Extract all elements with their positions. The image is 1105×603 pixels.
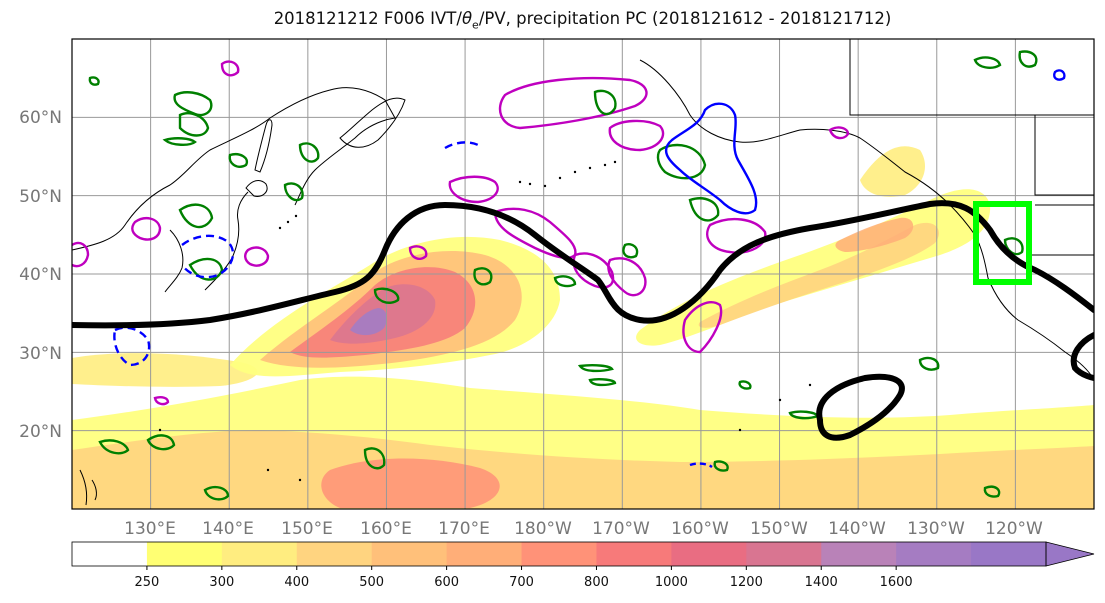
graticule xyxy=(72,39,1094,509)
colorbar-segment xyxy=(521,542,597,566)
colorbar-tick-label: 250 xyxy=(135,575,160,590)
lon-label: 150°W xyxy=(750,519,808,539)
colorbar-segment xyxy=(971,542,1047,566)
coast-hokkaido xyxy=(245,180,268,197)
lat-label: 60°N xyxy=(19,108,62,128)
colorbar-tick-label: 1200 xyxy=(730,575,763,590)
coast-asia-mainland xyxy=(72,87,396,251)
colorbar-tick-label: 700 xyxy=(509,575,534,590)
latitude-labels: 60°N 50°N 40°N 30°N 20°N xyxy=(19,108,62,442)
colorbar-segment xyxy=(371,542,448,566)
colorbar-segment xyxy=(596,542,672,566)
colorbar-segment xyxy=(296,542,373,566)
colorbar-tick-label: 500 xyxy=(359,575,384,590)
coast-korea xyxy=(164,229,184,293)
colorbar-frame xyxy=(71,541,1047,567)
lat-label: 20°N xyxy=(19,422,62,442)
island-dots xyxy=(158,160,812,482)
colorbar-tick-label: 1000 xyxy=(655,575,688,590)
ivt-ar-core xyxy=(350,308,387,336)
ivt-subtropical-strip xyxy=(72,353,258,387)
lon-label: 120°W xyxy=(985,519,1043,539)
lon-label: 160°W xyxy=(671,519,729,539)
colorbar-tick-label: 600 xyxy=(434,575,459,590)
jet-contour-ring xyxy=(816,373,905,441)
colorbar-tick-label: 300 xyxy=(209,575,234,590)
longitude-labels: 130°E 140°E 150°E 160°E 170°E 180°W 170°… xyxy=(124,519,1043,539)
coast-philippines xyxy=(79,469,97,506)
lon-label: 130°W xyxy=(907,519,965,539)
colorbar-tick-label: 1400 xyxy=(805,575,838,590)
coast-alaska xyxy=(639,59,951,206)
ivt-thick-contours xyxy=(72,200,1094,441)
ivt-shading xyxy=(72,146,1094,509)
ivt-east-plume-core xyxy=(835,217,914,252)
colorbar-tick-label: 800 xyxy=(584,575,609,590)
map-area xyxy=(72,39,1094,509)
lon-label: 160°E xyxy=(360,519,412,539)
map-title: 2018121212 F006 IVT/θe/PV, precipitation… xyxy=(273,9,892,32)
negative-contours xyxy=(113,69,1066,469)
ivt-east-plume-inner xyxy=(698,222,939,328)
lat-label: 40°N xyxy=(19,265,62,285)
pv-contours xyxy=(72,60,850,406)
colorbar-segment xyxy=(221,542,298,566)
ivt-tropical-core xyxy=(321,458,500,508)
lon-label: 140°W xyxy=(828,519,886,539)
colorbar-segment xyxy=(72,542,148,566)
colorbar-segment xyxy=(446,542,523,566)
colorbar-segment xyxy=(146,542,223,566)
lat-label: 30°N xyxy=(19,344,62,364)
colorbar-segment xyxy=(671,542,747,566)
lon-label: 130°E xyxy=(124,519,176,539)
lon-label: 170°W xyxy=(592,519,650,539)
lon-label: 140°E xyxy=(202,519,254,539)
colorbar-segment xyxy=(746,542,822,566)
colorbar-tick-label: 1600 xyxy=(880,575,913,590)
region-box xyxy=(973,201,1032,285)
lon-label: 180°W xyxy=(514,519,572,539)
jet-contour-main xyxy=(72,200,1094,329)
coast-north-america-interior xyxy=(849,39,1094,256)
colorbar-tick-label: 400 xyxy=(284,575,309,590)
colorbar-extend-arrow xyxy=(1045,541,1095,567)
colorbar-segment xyxy=(896,542,972,566)
map-frame xyxy=(71,38,1095,510)
colorbar: 250 300 400 500 600 700 800 1000 1200 1400 1600 xyxy=(71,541,1095,590)
colorbar-segment xyxy=(821,542,897,566)
coast-kamchatka xyxy=(339,97,406,148)
coast-sakhalin xyxy=(254,119,273,173)
lon-label: 150°E xyxy=(281,519,333,539)
lon-label: 170°E xyxy=(438,519,490,539)
ivt-gulf-alaska xyxy=(860,146,925,197)
lat-label: 50°N xyxy=(19,187,62,207)
jet-contour-edge xyxy=(1070,332,1094,381)
